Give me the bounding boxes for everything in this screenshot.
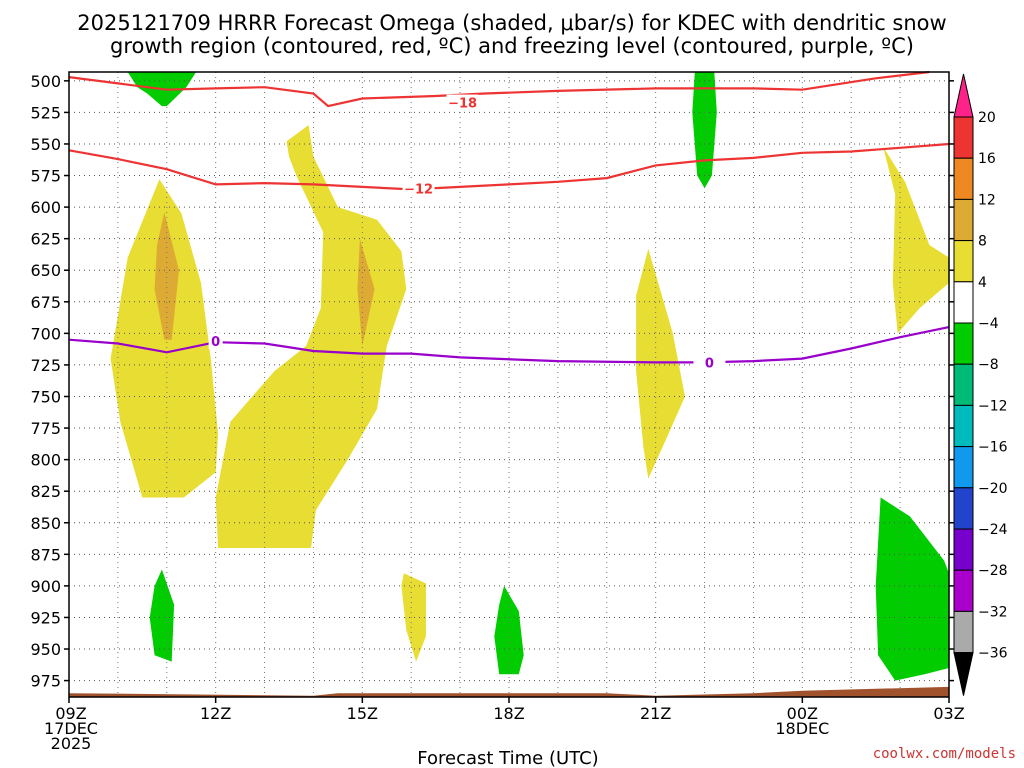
omega-region-green-bottom-left <box>149 569 175 662</box>
grid-lines <box>69 72 949 697</box>
colorbar-bottom-arrow <box>953 652 974 696</box>
contour-label--18: −18 <box>448 97 477 112</box>
contour-label-bg-0 <box>693 354 726 371</box>
x-tick-label-15Z: 15Z <box>347 704 378 723</box>
colorbar-box-1 <box>953 157 974 200</box>
y-tick-label-700: 700 <box>30 324 61 343</box>
colorbar-label--32: −32 <box>978 604 1008 620</box>
colorbar-label--8: −8 <box>978 357 999 373</box>
y-tick-label-975: 975 <box>30 672 61 691</box>
y-tick-label-950: 950 <box>30 640 61 659</box>
chart-title-line2: growth region (contoured, red, ºC) and f… <box>110 34 914 58</box>
contour-label-bg--18 <box>446 94 479 111</box>
contour-line--18 <box>68 70 930 108</box>
y-tick-label-575: 575 <box>30 167 61 186</box>
x-tick-label-03Z: 03Z <box>933 704 964 723</box>
y-tick-label-725: 725 <box>30 356 61 375</box>
y-tick-label-900: 900 <box>30 577 61 596</box>
colorbar-label--4: −4 <box>978 316 999 332</box>
y-tick-label-500: 500 <box>30 72 61 91</box>
y-tick-label-550: 550 <box>30 135 61 154</box>
colorbar-label--12: −12 <box>978 398 1008 414</box>
colorbar-box-7 <box>953 404 974 448</box>
colorbar-box-11 <box>953 569 974 612</box>
x-tick-label-2025: 2025 <box>51 734 92 753</box>
omega-region-orange-left <box>154 212 179 340</box>
colorbar-label-12: 12 <box>978 192 996 208</box>
y-tick-label-650: 650 <box>30 261 61 280</box>
x-axis-title: Forecast Time (UTC) <box>417 748 598 768</box>
x-tick-label-09Z: 09Z <box>55 704 86 723</box>
colorbar-box-12 <box>953 610 974 654</box>
colorbar-box-4 <box>953 281 974 324</box>
colorbar-box-10 <box>953 528 974 571</box>
colorbar-box-3 <box>953 240 974 283</box>
colorbar-box-8 <box>953 446 974 489</box>
colorbar-label-8: 8 <box>978 234 987 250</box>
colorbar: 20 16 12 8 4 −4 −8 −12 −16 −20 −24 −28 −32 −36 <box>953 73 1008 696</box>
colorbar-label-20: 20 <box>978 110 996 126</box>
contour-label--12: −12 <box>404 182 433 197</box>
omega-region-yellow-right-mid <box>636 248 685 479</box>
omega-region-orange-middle <box>357 238 375 346</box>
y-tick-label-600: 600 <box>30 198 61 217</box>
colorbar-label--36: −36 <box>978 646 1008 662</box>
x-tick-label-18Z: 18Z <box>493 704 524 723</box>
ground-terrain <box>69 686 949 697</box>
y-tick-label-925: 925 <box>30 608 61 627</box>
y-tick-label-525: 525 <box>30 103 61 122</box>
y-tick-label-875: 875 <box>30 545 61 564</box>
x-tick-label-12Z: 12Z <box>200 704 231 723</box>
y-tick-label-775: 775 <box>30 419 61 438</box>
y-tick-label-825: 825 <box>30 482 61 501</box>
colorbar-label--28: −28 <box>978 563 1008 579</box>
omega-region-green-bottom-right <box>875 497 949 681</box>
contour-label-bg--12 <box>402 180 435 197</box>
omega-shading-layer <box>110 72 949 681</box>
x-tick-label-18DEC: 18DEC <box>775 719 829 738</box>
x-tick-label-17DEC: 17DEC <box>44 719 98 738</box>
omega-region-green-bottom-center <box>494 585 524 675</box>
credit-text: coolwx.com/models <box>873 746 1016 762</box>
omega-region-yellow-middle <box>215 125 407 548</box>
omega-region-yellow-bottom-center <box>401 573 426 662</box>
x-tick-label-00Z: 00Z <box>787 704 818 723</box>
y-tick-label-850: 850 <box>30 514 61 533</box>
colorbar-box-6 <box>953 363 974 406</box>
y-tick-label-750: 750 <box>30 387 61 406</box>
x-tick-label-21Z: 21Z <box>640 704 671 723</box>
chart-title-line1: 2025121709 HRRR Forecast Omega (shaded, … <box>77 11 946 35</box>
colorbar-label--24: −24 <box>978 522 1008 538</box>
colorbar-label--16: −16 <box>978 440 1008 456</box>
y-axis: 500 525 550 575 600 625 650 675 700 725 750 775 800 8… <box>30 72 954 691</box>
colorbar-top-arrow <box>953 73 974 118</box>
colorbar-box-0 <box>953 116 974 159</box>
colorbar-label-16: 16 <box>978 151 996 167</box>
contour-line-0 <box>68 326 950 364</box>
contour-label-0-secondary: 0 <box>211 335 220 350</box>
colorbar-box-5 <box>953 322 974 365</box>
contour-line--12 <box>68 142 950 191</box>
colorbar-box-2 <box>953 198 974 242</box>
y-tick-label-800: 800 <box>30 451 61 470</box>
colorbar-box-9 <box>953 487 974 530</box>
contour-label-0: 0 <box>705 357 714 372</box>
colorbar-label-4: 4 <box>978 275 987 291</box>
contour-layer: −18 −12 0 0 <box>68 70 950 372</box>
omega-region-yellow-right-top <box>883 146 949 334</box>
y-tick-label-625: 625 <box>30 230 61 249</box>
y-tick-label-675: 675 <box>30 293 61 312</box>
ground-layer <box>69 686 949 697</box>
colorbar-label--20: −20 <box>978 481 1008 497</box>
contour-label-bg-0-secondary <box>208 333 223 350</box>
